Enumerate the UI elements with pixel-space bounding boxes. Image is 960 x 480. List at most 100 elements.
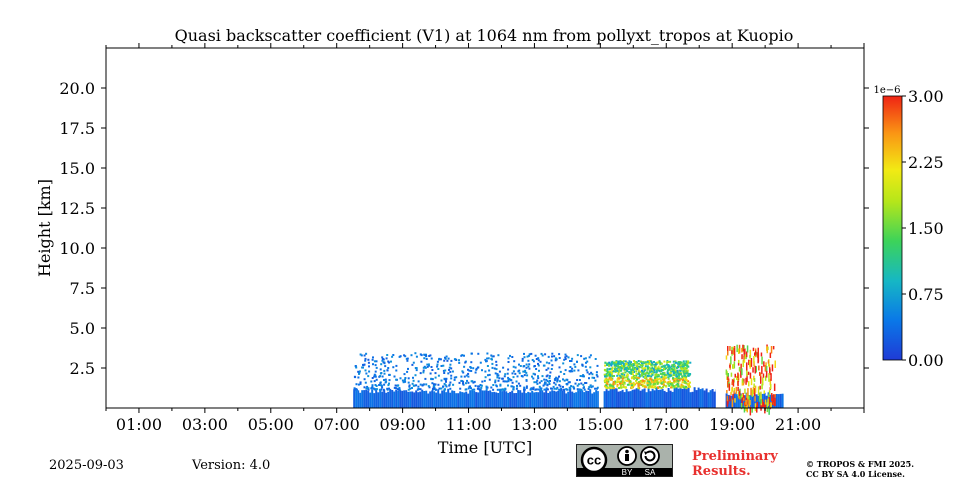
aerosol-cell <box>659 379 662 382</box>
aerosol-cell <box>616 378 619 381</box>
aerosol-cell <box>402 381 405 384</box>
aerosol-cell <box>654 365 657 368</box>
aerosol-cell <box>746 370 748 377</box>
aerosol-cell <box>732 379 735 387</box>
aerosol-cell <box>651 366 654 369</box>
aerosol-cell <box>769 352 772 358</box>
aerosol-cell <box>623 373 626 376</box>
aerosol-cell <box>654 363 657 366</box>
bl-cell <box>613 388 616 408</box>
aerosol-cell <box>667 361 670 363</box>
aerosol-cell <box>682 370 685 373</box>
aerosol-cell <box>733 361 736 369</box>
aerosol-cell <box>656 381 659 384</box>
aerosol-cell <box>761 384 763 390</box>
bl-cell <box>483 390 486 408</box>
aerosol-cell <box>751 407 753 413</box>
aerosol-cell <box>513 360 516 363</box>
x-tick-label: 07:00 <box>314 415 360 434</box>
aerosol-cell <box>477 385 480 388</box>
aerosol-cell <box>660 366 663 369</box>
aerosol-cell <box>621 380 624 383</box>
aerosol-cell <box>640 366 643 369</box>
bl-cell <box>629 391 632 408</box>
aerosol-cell <box>525 366 528 369</box>
aerosol-cell <box>768 397 770 405</box>
aerosol-cell <box>443 378 446 381</box>
aerosol-cell <box>619 385 622 388</box>
aerosol-cell <box>615 363 618 366</box>
aerosol-cell <box>415 355 418 358</box>
aerosol-cell <box>371 384 374 387</box>
aerosol-cell <box>620 382 623 385</box>
aerosol-cell <box>568 381 571 384</box>
aerosol-cell <box>535 388 538 391</box>
aerosol-cell <box>535 368 538 370</box>
aerosol-cell <box>689 361 692 364</box>
aerosol-cell <box>747 371 750 375</box>
aerosol-cell <box>684 378 687 381</box>
aerosol-cell <box>624 363 627 365</box>
axes: 01:00 03:00 05:00 07:00 09:00 11:00 13:00 15:00… <box>59 43 869 434</box>
aerosol-cell <box>444 369 447 372</box>
aerosol-cell <box>538 385 541 388</box>
bl-cell <box>355 390 358 408</box>
aerosol-cell <box>460 354 463 357</box>
aerosol-cell <box>738 359 740 364</box>
aerosol-cell <box>375 360 378 363</box>
aerosol-cell <box>421 384 424 387</box>
aerosol-cell <box>532 377 535 380</box>
aerosol-cell <box>378 388 381 391</box>
aerosol-cell <box>741 368 743 376</box>
bl-cell <box>637 389 640 408</box>
aerosol-cell <box>383 362 386 365</box>
aerosol-cell <box>569 387 572 390</box>
aerosol-cell <box>682 384 685 387</box>
aerosol-cell <box>387 367 390 369</box>
bl-cell <box>641 389 644 408</box>
aerosol-cell <box>625 363 628 365</box>
aerosol-cell <box>629 364 632 367</box>
aerosol-cell <box>673 372 676 375</box>
aerosol-cell <box>546 374 549 377</box>
aerosol-cell <box>449 387 452 390</box>
x-tick-label: 15:00 <box>577 415 623 434</box>
aerosol-cell <box>733 390 735 394</box>
aerosol-cell <box>741 398 743 406</box>
aerosol-cell <box>638 373 641 376</box>
aerosol-cell <box>354 365 357 367</box>
aerosol-cell <box>583 357 586 360</box>
aerosol-cell <box>675 361 677 364</box>
bl-cell <box>431 390 434 408</box>
aerosol-cell <box>637 372 639 375</box>
aerosol-cell <box>379 372 382 375</box>
aerosol-cell <box>683 374 686 377</box>
aerosol-cell <box>621 377 624 380</box>
aerosol-cell <box>606 368 609 371</box>
aerosol-cell <box>375 388 378 391</box>
aerosol-cell <box>495 385 498 388</box>
aerosol-cell <box>623 369 626 372</box>
aerosol-cell <box>496 373 499 376</box>
aerosol-cell <box>762 373 765 378</box>
aerosol-cell <box>628 366 631 369</box>
bl-cell <box>681 388 684 408</box>
bl-cell <box>501 391 504 408</box>
aerosol-cell <box>553 381 556 384</box>
aerosol-cell <box>640 362 643 365</box>
aerosol-cell <box>422 366 425 369</box>
aerosol-cell <box>742 378 744 383</box>
footer-version: Version: 4.0 <box>192 458 271 473</box>
aerosol-cell <box>383 383 386 386</box>
aerosol-cell <box>380 388 383 391</box>
aerosol-cell <box>463 365 466 368</box>
aerosol-cell <box>445 355 448 358</box>
aerosol-cell <box>682 377 685 380</box>
aerosol-cell <box>501 388 504 391</box>
bl-cell <box>563 389 566 408</box>
aerosol-cell <box>615 369 618 372</box>
aerosol-cell <box>537 388 540 391</box>
aerosol-cell <box>562 362 565 365</box>
bl-cell <box>373 393 376 408</box>
aerosol-cell <box>670 386 672 389</box>
